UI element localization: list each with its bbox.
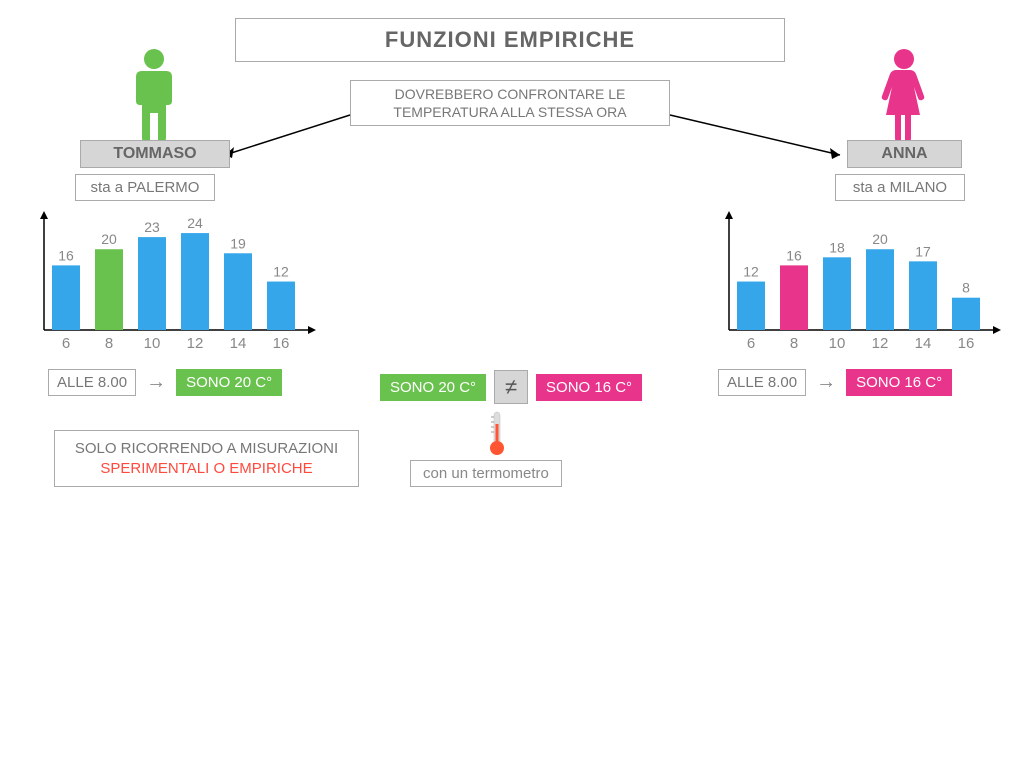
bar-value-label: 12 <box>273 264 289 280</box>
x-axis-label: 14 <box>230 335 247 352</box>
chart-bar <box>866 249 894 330</box>
compare-right-box: SONO 16 C° <box>536 374 642 401</box>
person-male-icon <box>129 48 179 143</box>
subtitle-line1: DOVREBBERO CONFRONTARE LE <box>395 86 626 102</box>
arrow-icon: → <box>816 371 836 394</box>
x-axis-label: 12 <box>872 335 889 352</box>
right-result-box: SONO 16 C° <box>846 369 952 396</box>
chart-bar <box>138 237 166 330</box>
measurement-note-box: SOLO RICORRENDO A MISURAZIONI SPERIMENTA… <box>54 430 359 487</box>
chart-bar <box>737 282 765 330</box>
right-name-box: ANNA <box>847 140 962 168</box>
compare-left-box: SONO 20 C° <box>380 374 486 401</box>
x-axis-label: 12 <box>187 335 204 352</box>
right-location-box: sta a MILANO <box>835 174 965 201</box>
chart-bar <box>823 257 851 330</box>
chart-bar <box>909 261 937 330</box>
x-axis-label: 8 <box>105 335 113 352</box>
left-location-box: sta a PALERMO <box>75 174 215 201</box>
left-bar-chart: 16 6 20 8 23 10 24 12 19 14 12 16 <box>30 205 330 355</box>
arrow-icon: → <box>146 371 166 394</box>
bar-value-label: 20 <box>101 231 117 247</box>
bar-value-label: 17 <box>915 243 931 259</box>
left-name-box: TOMMASO <box>80 140 230 168</box>
bar-value-label: 18 <box>829 239 845 255</box>
left-column: TOMMASO sta a PALERMO <box>80 140 230 201</box>
x-axis-label: 10 <box>829 335 846 352</box>
chart-bar <box>267 282 295 330</box>
bar-value-label: 8 <box>962 280 970 296</box>
subtitle-box: DOVREBBERO CONFRONTARE LE TEMPERATURA AL… <box>350 80 670 126</box>
right-bar-chart: 12 6 16 8 18 10 20 12 17 14 8 16 <box>715 205 1015 355</box>
bar-value-label: 16 <box>786 247 802 263</box>
measurement-note-line1: SOLO RICORRENDO A MISURAZIONI <box>75 440 338 457</box>
x-axis-label: 10 <box>144 335 161 352</box>
x-axis-label: 6 <box>747 335 755 352</box>
x-axis-label: 16 <box>273 335 290 352</box>
measurement-note-line2: SPERIMENTALI O EMPIRICHE <box>100 460 312 477</box>
chart-bar <box>224 253 252 330</box>
x-axis-label: 6 <box>62 335 70 352</box>
not-equal-box: ≠ <box>494 370 528 404</box>
left-result-row: ALLE 8.00 → SONO 20 C° <box>48 369 282 396</box>
left-result-box: SONO 20 C° <box>176 369 282 396</box>
right-result-row: ALLE 8.00 → SONO 16 C° <box>718 369 952 396</box>
bar-value-label: 20 <box>872 231 888 247</box>
page-title: FUNZIONI EMPIRICHE <box>235 18 785 62</box>
left-time-box: ALLE 8.00 <box>48 369 136 396</box>
chart-bar <box>95 249 123 330</box>
x-axis-label: 14 <box>915 335 932 352</box>
center-compare-row: SONO 20 C° ≠ SONO 16 C° <box>380 370 642 404</box>
x-axis-label: 8 <box>790 335 798 352</box>
thermometer-label-box: con un termometro <box>410 460 562 487</box>
chart-bar <box>952 298 980 330</box>
right-time-box: ALLE 8.00 <box>718 369 806 396</box>
bar-value-label: 16 <box>58 247 74 263</box>
chart-bar <box>780 265 808 330</box>
bar-value-label: 23 <box>144 219 160 235</box>
bar-value-label: 12 <box>743 264 759 280</box>
bar-value-label: 24 <box>187 215 203 231</box>
bar-value-label: 19 <box>230 235 246 251</box>
person-female-icon <box>879 48 929 143</box>
chart-bar <box>181 233 209 330</box>
right-column: ANNA sta a MILANO <box>835 140 975 201</box>
thermometer-icon <box>485 410 509 458</box>
chart-bar <box>52 265 80 330</box>
subtitle-line2: TEMPERATURA ALLA STESSA ORA <box>393 104 626 120</box>
x-axis-label: 16 <box>958 335 975 352</box>
